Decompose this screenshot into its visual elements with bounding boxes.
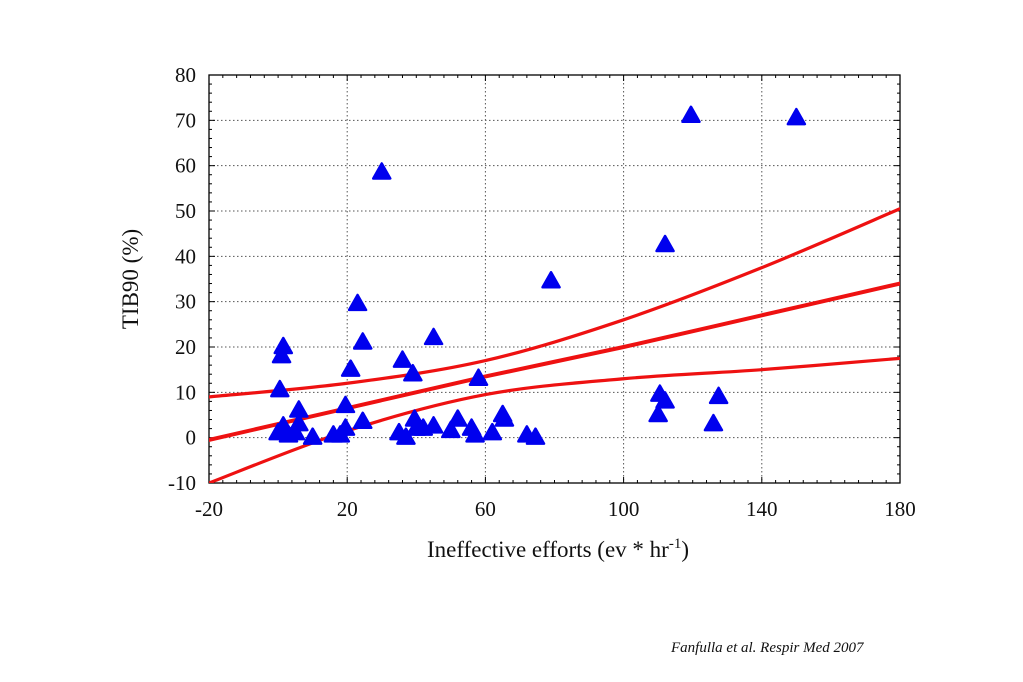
data-point	[352, 411, 373, 430]
y-tick-label: 0	[186, 426, 197, 450]
y-tick-label: 30	[175, 290, 196, 314]
y-tick-label: 50	[175, 199, 196, 223]
regression-lines	[209, 207, 900, 483]
data-point	[352, 332, 373, 350]
citation: Fanfulla et al. Respir Med 2007	[671, 640, 864, 656]
data-point	[681, 105, 701, 124]
y-tick-label: 60	[175, 154, 196, 178]
data-point	[392, 350, 413, 368]
data-point	[448, 409, 468, 427]
y-tick-label: 20	[175, 335, 196, 359]
data-point	[335, 395, 356, 414]
x-axis-title: Ineffective efforts (ev * hr-1)	[427, 536, 689, 562]
y-tick-labels: -10 0 10 20 30 40 50 60 70 80	[168, 63, 196, 495]
data-point	[708, 386, 729, 405]
confidence-band-upper	[209, 207, 900, 399]
data-point	[441, 420, 461, 439]
data-point	[347, 293, 368, 312]
data-point	[423, 416, 444, 434]
x-tick-label: 60	[475, 497, 496, 521]
data-point	[302, 427, 323, 445]
data-point	[465, 425, 485, 443]
grid-lines	[209, 75, 900, 483]
y-tick-label: 10	[175, 380, 196, 404]
x-tick-labels: -20 20 60 100 140 180	[195, 497, 916, 521]
x-tick-label: -20	[195, 497, 223, 521]
confidence-band-lower	[209, 356, 900, 483]
data-point	[289, 413, 309, 432]
data-point	[525, 427, 546, 445]
y-axis-title: TIB90 (%)	[118, 229, 143, 329]
x-tick-label: 100	[608, 497, 640, 521]
data-point	[372, 162, 392, 180]
data-point	[273, 336, 294, 355]
y-tick-label: 70	[175, 108, 196, 132]
data-point	[396, 427, 416, 445]
data-point	[335, 418, 356, 436]
data-point	[468, 368, 489, 386]
data-points	[268, 105, 807, 445]
data-point	[703, 413, 724, 432]
data-point	[289, 400, 309, 418]
data-point	[423, 327, 444, 346]
data-point	[655, 234, 675, 253]
data-point	[655, 391, 675, 409]
x-tick-label: 140	[746, 497, 778, 521]
data-point	[285, 422, 306, 441]
data-point	[648, 404, 668, 423]
data-point	[403, 363, 423, 382]
y-tick-label: 40	[175, 244, 196, 268]
y-tick-label: -10	[168, 471, 196, 495]
data-point	[270, 379, 290, 398]
data-point	[786, 107, 807, 126]
minor-ticks	[208, 74, 901, 484]
data-point	[271, 345, 292, 364]
regression-line	[209, 281, 900, 442]
x-tick-label: 20	[337, 497, 358, 521]
data-point	[340, 359, 361, 377]
x-tick-label: 180	[884, 497, 916, 521]
data-point	[494, 409, 515, 427]
data-point	[541, 271, 561, 289]
data-point	[482, 422, 503, 441]
y-tick-label: 80	[175, 63, 196, 87]
